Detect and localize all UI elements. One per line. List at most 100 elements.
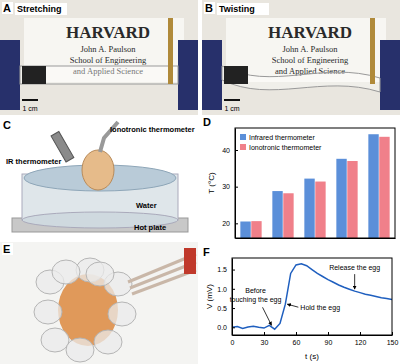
axis-line (235, 129, 236, 239)
glove (202, 40, 222, 110)
photo-background (0, 242, 198, 364)
tick: 40 (222, 147, 238, 154)
bars (240, 134, 389, 238)
annotation: Hold the egg (300, 304, 340, 312)
x-axis: 0 30 60 90 120 150 (231, 332, 399, 346)
tick: 150 (387, 332, 399, 346)
tick-label: 0 (231, 339, 235, 346)
tick-mark (232, 270, 235, 271)
electrode (224, 66, 248, 84)
sign-text: HARVARD (268, 23, 352, 42)
tick-label: 120 (355, 339, 367, 346)
tick-mark (232, 308, 235, 309)
scale-bar (224, 99, 240, 101)
photo-panel: HARVARDJohn A. PaulsonSchool of Engineer… (0, 0, 198, 115)
sign-text: HARVARD (66, 23, 150, 42)
panel-label-box (2, 2, 13, 14)
panel-label-box (202, 116, 213, 128)
chart: 0 30 60 90 120 150 0.0 0.5 1.0 1.5 t (s) V (mV) Befo… (202, 246, 398, 361)
bar (315, 182, 325, 238)
legend-label: Ionotronic thermometer (249, 144, 322, 151)
bar (240, 222, 250, 239)
device-strip (20, 66, 178, 84)
schematic-label: Ionotronic thermometer (110, 125, 195, 134)
schematic-label: Water (136, 201, 157, 210)
gripper-chamber (108, 302, 136, 326)
tick-label: 60 (293, 339, 301, 346)
photo-panel: E (0, 242, 198, 364)
device-strip (222, 66, 380, 92)
bar (283, 193, 293, 238)
tick: 120 (355, 332, 367, 346)
tick: 0.5 (217, 305, 235, 312)
tick-mark (392, 332, 393, 335)
bar (304, 179, 314, 238)
tick-mark (232, 289, 235, 290)
tick-label: 0.5 (217, 305, 227, 312)
tick-mark (235, 150, 238, 151)
tick: 30 (261, 332, 269, 346)
panel-label: B (205, 2, 213, 14)
gripper-chamber (41, 328, 69, 352)
plot-frame (235, 128, 395, 238)
glove (178, 40, 198, 110)
glove (0, 40, 20, 110)
annotation-arrow (287, 304, 298, 307)
photo-background (0, 0, 198, 115)
tick-mark (360, 332, 361, 335)
scale-bar (22, 99, 38, 101)
annotation-arrow (354, 274, 355, 289)
tick-label: 30 (261, 339, 269, 346)
legend-label: Infrared thermometer (249, 134, 315, 141)
gripper-chamber (86, 262, 114, 286)
panel-label-box (202, 246, 213, 258)
gripper-chamber (52, 260, 80, 284)
sign-text: School of Engineering (70, 55, 147, 65)
electrode (22, 66, 46, 84)
caption: Twisting (219, 4, 255, 14)
tick-label: 0.0 (217, 324, 227, 331)
legend-swatch (240, 144, 246, 150)
tick-label: 1.5 (217, 266, 227, 273)
schematic-label: IR thermometer (6, 157, 62, 166)
axis-line (233, 335, 393, 336)
tick-label: 40 (222, 147, 230, 154)
wire (370, 18, 375, 84)
tick-label: 1.0 (217, 286, 227, 293)
scale-bar-label: 1 cm (22, 105, 37, 112)
x-axis-title: t (s) (305, 352, 319, 361)
bar (347, 161, 357, 238)
glove (380, 40, 400, 110)
panel-label-box (2, 243, 13, 255)
y-axis-title: V (mV) (205, 284, 214, 309)
legend-swatch (240, 134, 246, 140)
tick-mark (235, 187, 238, 188)
tick: 1.5 (217, 266, 235, 273)
photo-panel: HARVARDJohn A. PaulsonSchool of Engineer… (202, 0, 400, 115)
tick: 30 (222, 183, 238, 190)
schematic-panel: Ionotronic thermometer IR thermometer Wate… (2, 119, 195, 232)
bar (251, 221, 261, 238)
x-axis (236, 238, 396, 240)
y-axis: 203040 (222, 129, 238, 239)
tick-mark (264, 332, 265, 335)
panel-label-box (204, 2, 215, 14)
gripper-chamber (34, 300, 62, 324)
tick-mark (296, 332, 297, 335)
sign-text: John A. Paulson (282, 44, 338, 54)
bar (272, 191, 282, 238)
photo-background (202, 0, 400, 115)
annotation: Beforetouching the egg (230, 287, 282, 304)
tick: 90 (325, 332, 333, 346)
tick-label: 30 (222, 183, 230, 190)
scale-bar-label: 1 cm (224, 105, 239, 112)
panel-label: C (3, 119, 11, 131)
panel-label-box (2, 119, 13, 131)
y-axis-title: T (°C) (207, 172, 216, 194)
bar (336, 159, 346, 238)
panel-label: F (203, 246, 210, 258)
bar (379, 137, 389, 238)
bar (368, 134, 378, 238)
tick-mark (328, 332, 329, 335)
panel-label: A (3, 2, 11, 14)
